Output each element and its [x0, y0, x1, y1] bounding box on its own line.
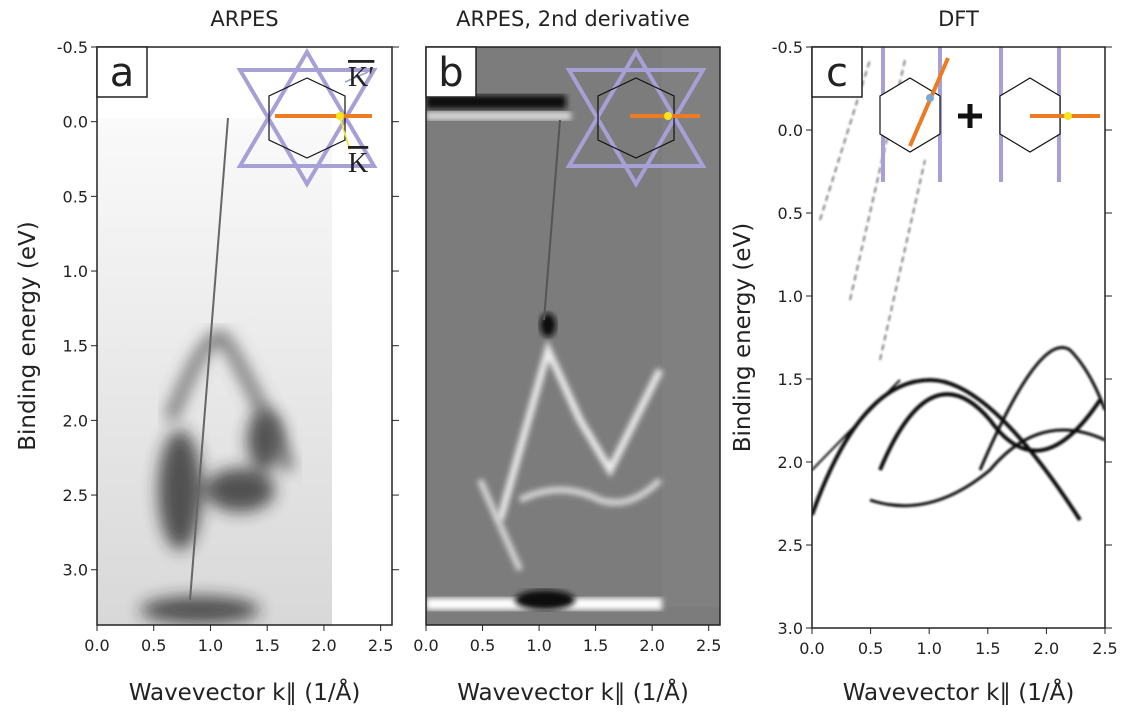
- dft-image: [812, 47, 1105, 628]
- y-tick-label: 0.0: [778, 121, 803, 140]
- panel-label-box: [425, 46, 477, 98]
- y-tick-label: 0.5: [63, 187, 88, 206]
- inset-c: [879, 47, 1100, 182]
- x-tick-label: 1.0: [526, 636, 551, 655]
- x-axis-label: Wavevector k∥ (1/Å): [843, 678, 1075, 706]
- y-tick-label: -0.5: [772, 38, 803, 57]
- inset-b: [565, 48, 707, 188]
- panel-label: c: [826, 50, 848, 96]
- x-tick-label: 2.0: [639, 636, 664, 655]
- panel-label: a: [110, 50, 135, 96]
- x-tick-label: 0.0: [413, 636, 438, 655]
- inset-a: [236, 48, 378, 188]
- y-tick-label: 1.0: [63, 262, 88, 281]
- x-tick-label: 2.0: [1034, 639, 1059, 658]
- y-tick-label: -0.5: [57, 38, 88, 57]
- x-tick-label: 0.0: [799, 639, 824, 658]
- y-tick-label: 0.5: [778, 204, 803, 223]
- panel-title: DFT: [938, 7, 979, 31]
- x-tick-label: 2.5: [368, 636, 393, 655]
- annotation: K′: [348, 62, 374, 93]
- x-tick-label: 0.5: [470, 636, 495, 655]
- y-tick-label: 2.5: [778, 536, 803, 555]
- y-axis-label: Binding energy (eV): [730, 223, 756, 453]
- x-tick-label: 0.0: [84, 636, 109, 655]
- x-axis-label: Wavevector k∥ (1/Å): [129, 678, 361, 706]
- y-tick-label: 2.0: [63, 411, 88, 430]
- x-tick-label: 0.5: [141, 636, 166, 655]
- y-tick-label: 0.0: [63, 113, 88, 132]
- x-tick-label: 0.5: [858, 639, 883, 658]
- annotation: K: [348, 148, 368, 179]
- y-tick-label: 3.0: [63, 561, 88, 580]
- y-tick-label: 2.5: [63, 486, 88, 505]
- x-tick-label: 2.5: [1092, 639, 1117, 658]
- x-tick-label: 1.0: [916, 639, 941, 658]
- panel-title: ARPES, 2nd derivative: [456, 7, 690, 31]
- x-tick-label: 2.5: [696, 636, 721, 655]
- y-tick-label: 3.0: [778, 619, 803, 638]
- plot-frame: [811, 46, 1106, 629]
- panel-label-box: [96, 46, 148, 98]
- x-tick-label: 1.0: [198, 636, 223, 655]
- y-axis-label: Binding energy (eV): [15, 221, 41, 451]
- derivative-image: [426, 47, 720, 625]
- x-tick-label: 1.5: [583, 636, 608, 655]
- y-tick-label: 1.5: [778, 370, 803, 389]
- panel-label-box: [811, 46, 863, 98]
- panel-title: ARPES: [210, 7, 278, 31]
- x-tick-label: 1.5: [975, 639, 1000, 658]
- y-tick-label: 1.0: [778, 287, 803, 306]
- y-tick-label: 2.0: [778, 453, 803, 472]
- x-tick-label: 2.0: [311, 636, 336, 655]
- y-tick-label: 1.5: [63, 337, 88, 356]
- panel-label: b: [438, 50, 463, 96]
- arpes-image: [97, 47, 392, 625]
- x-tick-label: 1.5: [254, 636, 279, 655]
- plot-frame: [425, 46, 721, 626]
- plot-frame: [96, 46, 393, 626]
- x-axis-label: Wavevector k∥ (1/Å): [457, 678, 689, 706]
